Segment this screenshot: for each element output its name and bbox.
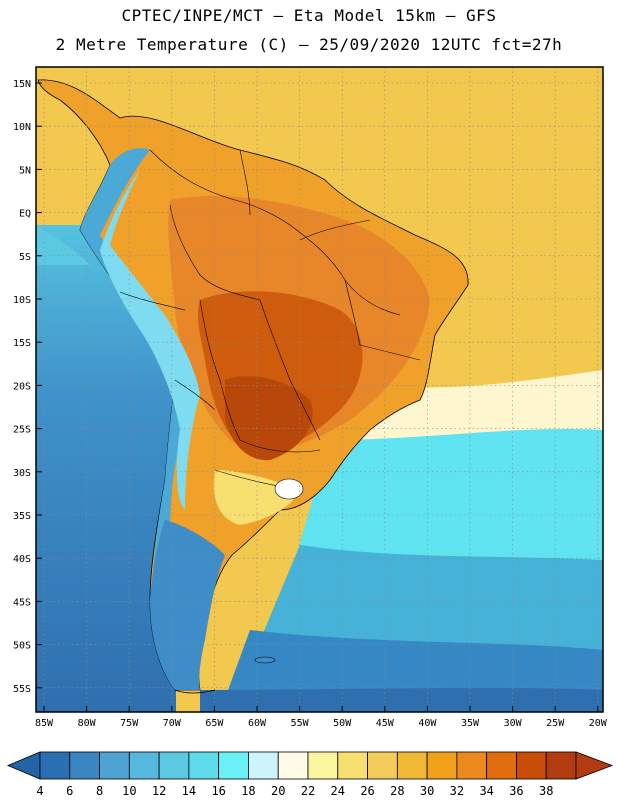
colorbar-swatch bbox=[39, 751, 71, 780]
colorbar-swatch bbox=[99, 751, 130, 780]
lon-label: 50W bbox=[333, 718, 352, 729]
colorbar-label: 34 bbox=[479, 784, 493, 798]
colorbar-label: 36 bbox=[509, 784, 523, 798]
colorbar-label: 10 bbox=[122, 784, 136, 798]
colorbar-label: 28 bbox=[390, 784, 404, 798]
colorbar-swatch bbox=[367, 751, 398, 780]
longitude-labels: 85W 80W 75W 70W 65W 60W 55W 50W 45W 40W 35W 30W 25W 2… bbox=[35, 706, 608, 729]
lon-label: 70W bbox=[163, 718, 182, 729]
colorbar-swatch bbox=[69, 751, 100, 780]
colorbar-swatch bbox=[128, 751, 160, 780]
lat-label: 30S bbox=[13, 468, 31, 479]
lon-label: 65W bbox=[205, 718, 224, 729]
lon-label: 80W bbox=[78, 718, 97, 729]
colorbar-swatch bbox=[396, 751, 428, 780]
lat-label: 45S bbox=[13, 597, 31, 608]
colorbar-end-left bbox=[6, 751, 41, 780]
colorbar-swatch bbox=[158, 751, 190, 780]
colorbar-swatch bbox=[188, 751, 220, 780]
land-andes-cool bbox=[100, 170, 200, 510]
colorbar-swatch bbox=[545, 751, 577, 780]
colorbar-swatch bbox=[516, 751, 547, 780]
lat-label: 15N bbox=[13, 79, 31, 90]
lat-label: 50S bbox=[13, 641, 31, 652]
colorbar-swatch bbox=[426, 751, 458, 780]
lat-label: 25S bbox=[13, 425, 31, 436]
lon-label: 75W bbox=[120, 718, 139, 729]
lon-label: 45W bbox=[376, 718, 395, 729]
colorbar-swatch bbox=[218, 751, 249, 780]
lat-label: 35S bbox=[13, 511, 31, 522]
colorbar-label: 4 bbox=[36, 784, 43, 798]
lat-label: 5S bbox=[19, 252, 31, 263]
colorbar: 4 6 8 10 12 14 16 18 20 22 24 26 28 30 32 34 36 38 bbox=[6, 751, 614, 798]
colorbar-label: 20 bbox=[271, 784, 285, 798]
title-line-2: 2 Metre Temperature (C) – 25/09/2020 12U… bbox=[55, 35, 563, 54]
colorbar-label: 16 bbox=[211, 784, 225, 798]
lon-label: 55W bbox=[291, 718, 310, 729]
colorbar-label: 22 bbox=[301, 784, 315, 798]
lat-label: 5N bbox=[19, 165, 31, 176]
land-patagonia bbox=[150, 520, 225, 690]
colorbar-swatch bbox=[307, 751, 339, 780]
colorbar-swatch bbox=[337, 751, 368, 780]
colorbar-label: 6 bbox=[66, 784, 73, 798]
falkland-islands bbox=[254, 656, 276, 664]
lat-label: 20S bbox=[13, 381, 31, 392]
title-line-1: CPTEC/INPE/MCT – Eta Model 15km – GFS bbox=[121, 6, 497, 25]
lat-label: 40S bbox=[13, 554, 31, 565]
latitude-labels: 15N 10N 5N EQ 5S 10S 15S 20S 25S 30S 35S 40S 45S 50S 5… bbox=[13, 79, 42, 695]
lon-label: 20W bbox=[589, 718, 608, 729]
lat-label: 15S bbox=[13, 338, 31, 349]
colorbar-swatch bbox=[248, 751, 279, 780]
colorbar-label: 32 bbox=[450, 784, 464, 798]
lake-lagoa bbox=[274, 478, 304, 500]
pacific-light-band bbox=[36, 225, 90, 265]
lat-label: 10S bbox=[13, 295, 31, 306]
lat-label: 55S bbox=[13, 684, 31, 695]
colorbar-end-right bbox=[575, 751, 614, 780]
tierra-del-fuego bbox=[174, 689, 216, 694]
colorbar-label: 30 bbox=[420, 784, 434, 798]
colorbar-label: 12 bbox=[152, 784, 166, 798]
lat-lon-grid bbox=[36, 67, 603, 712]
lon-label: 35W bbox=[461, 718, 480, 729]
colorbar-label: 24 bbox=[331, 784, 345, 798]
lon-label: 30W bbox=[504, 718, 523, 729]
lon-label: 85W bbox=[35, 718, 54, 729]
lon-label: 40W bbox=[418, 718, 437, 729]
country-borders bbox=[119, 149, 421, 491]
atlantic-deepest-band bbox=[200, 687, 603, 712]
map-frame bbox=[35, 66, 604, 713]
colorbar-label: 14 bbox=[182, 784, 196, 798]
map-panel bbox=[36, 67, 603, 712]
lon-label: 25W bbox=[546, 718, 565, 729]
colorbar-label: 26 bbox=[360, 784, 374, 798]
colorbar-swatch bbox=[277, 751, 309, 780]
lat-label: EQ bbox=[19, 209, 31, 220]
colorbar-label: 38 bbox=[539, 784, 553, 798]
colorbar-swatch bbox=[486, 751, 517, 780]
land-hottest-core bbox=[225, 376, 313, 461]
lon-label: 60W bbox=[248, 718, 267, 729]
colorbar-swatch bbox=[456, 751, 488, 780]
lat-label: 10N bbox=[13, 122, 31, 133]
colorbar-label: 18 bbox=[241, 784, 255, 798]
colorbar-label: 8 bbox=[96, 784, 103, 798]
